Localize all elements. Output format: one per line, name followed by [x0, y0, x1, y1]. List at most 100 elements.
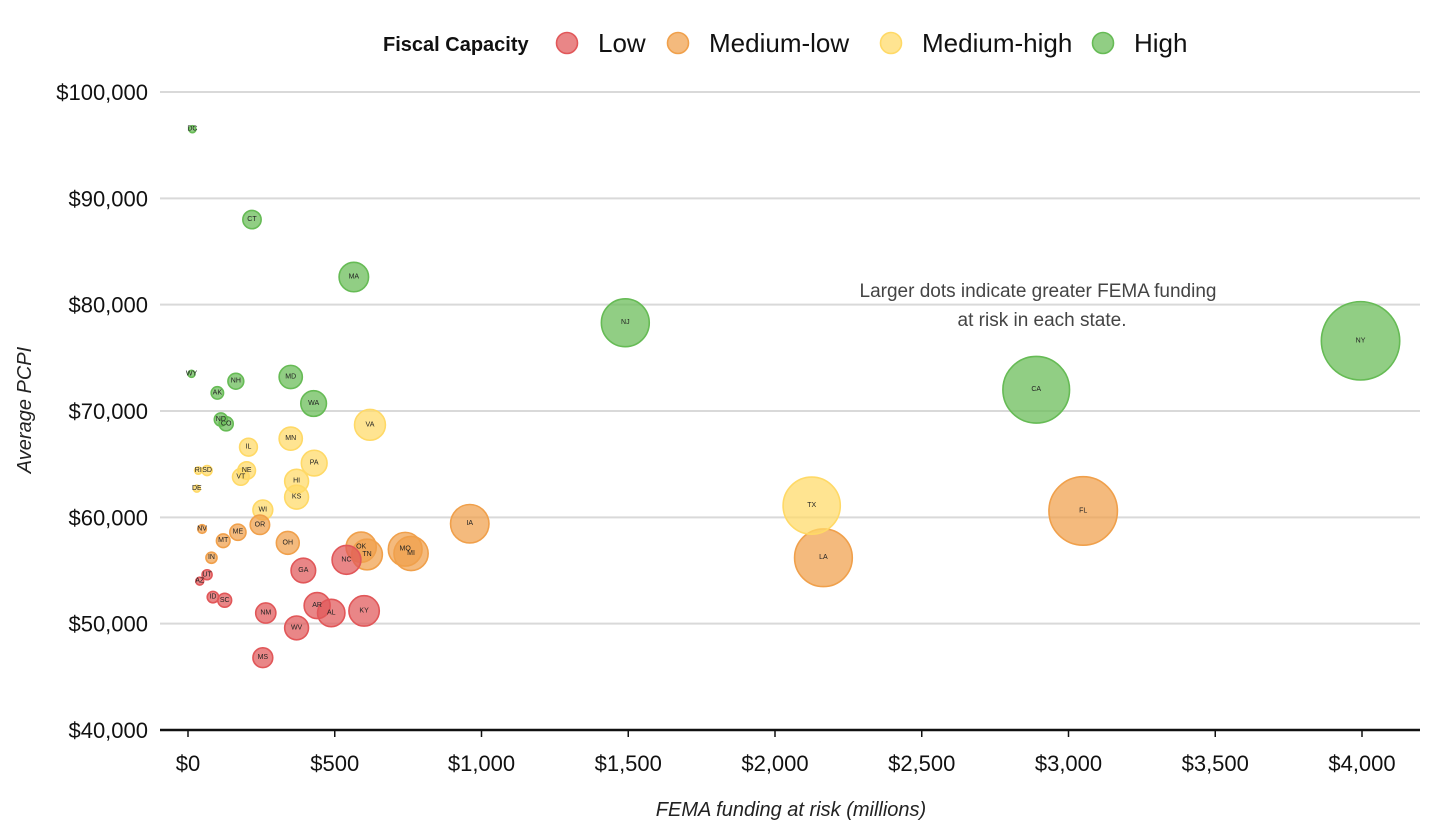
legend-title: Fiscal Capacity	[383, 34, 530, 56]
bubble-label-nc: NC	[341, 556, 351, 563]
bubble-mn	[278, 426, 304, 452]
y-tick-label: $90,000	[68, 186, 148, 211]
x-tick-label: $500	[310, 751, 359, 776]
bubble-label-ms: MS	[258, 654, 269, 661]
bubble-label-va: VA	[366, 421, 375, 428]
bubble-label-ny: NY	[1356, 337, 1366, 344]
bubble-label-ak: AK	[213, 389, 223, 396]
bubble-az	[195, 576, 205, 586]
bubble-label-mo: MO	[400, 546, 412, 553]
bubble-label-fl: FL	[1079, 507, 1087, 514]
bubble-label-wa: WA	[308, 400, 319, 407]
y-tick-label: $60,000	[68, 505, 148, 530]
bubble-label-me: ME	[233, 529, 244, 536]
bubble-ny	[1320, 300, 1401, 381]
bubble-nm	[254, 602, 277, 624]
bubble-nv	[196, 523, 208, 535]
x-axis-ticks: $0 $500 $1,000 $1,500 $2,000 $2,500 $3,000 $3,5…	[176, 730, 1396, 776]
bubble-label-md: MD	[285, 373, 296, 380]
bubble-label-mn: MN	[285, 435, 296, 442]
bubble-layer	[187, 124, 1401, 669]
annotation-line-1: Larger dots indicate greater FEMA fundin…	[860, 281, 1217, 302]
legend: Fiscal Capacity Low Medium-low Medium-high…	[383, 28, 1187, 58]
bubble-label-vt: VT	[236, 473, 246, 480]
bubble-label-id: ID	[209, 594, 216, 601]
bubble-label-tx: TX	[807, 502, 816, 509]
bubble-in	[205, 551, 218, 565]
bubble-label-sc: SC	[220, 597, 230, 604]
bubble-label-oh: OH	[283, 539, 294, 546]
bubble-id	[206, 590, 220, 604]
bubble-ar	[303, 591, 331, 620]
bubble-label-ar: AR	[312, 602, 322, 609]
bubble-fl	[1048, 475, 1119, 546]
bubble-label-ks: KS	[292, 494, 302, 501]
bubble-de	[192, 484, 202, 493]
bubble-label-ky: KY	[359, 607, 369, 614]
bubble-ca	[1002, 355, 1071, 424]
bubble-ak	[210, 385, 225, 400]
annotation-line-2: at risk in each state.	[958, 310, 1127, 331]
bubble-il	[238, 437, 259, 457]
bubble-ga	[290, 557, 317, 584]
bubble-ms	[252, 646, 274, 669]
bubble-label-wy: WY	[186, 370, 198, 377]
bubble-label-al: AL	[327, 610, 336, 617]
bubble-label-wi: WI	[259, 506, 268, 513]
bubble-md	[278, 364, 304, 390]
bubble-label-ma: MA	[349, 274, 360, 281]
bubble-label-ia: IA	[466, 520, 473, 527]
bubble-label-nh: NH	[231, 378, 241, 385]
bubble-me	[229, 523, 247, 542]
bubble-tx	[782, 476, 842, 536]
bubble-label-de: DE	[192, 485, 202, 492]
bubble-label-ut: UT	[202, 571, 212, 578]
x-tick-label: $3,500	[1182, 751, 1249, 776]
legend-swatch-medium-low	[666, 31, 690, 55]
legend-label-low: Low	[598, 28, 646, 58]
y-tick-label: $50,000	[68, 612, 148, 637]
bubble-label-ne: NE	[242, 467, 252, 474]
bubble-va	[353, 408, 387, 442]
bubble-label-nj: NJ	[621, 319, 630, 326]
x-tick-label: $1,500	[595, 751, 662, 776]
bubble-vt	[231, 467, 250, 487]
y-tick-label: $80,000	[68, 293, 148, 318]
bubble-ct	[242, 209, 262, 230]
bubble-dc	[188, 124, 197, 134]
bubble-label-dc: DC	[187, 126, 197, 133]
bubble-label-sd: SD	[202, 467, 212, 474]
legend-swatch-high	[1091, 31, 1115, 55]
legend-swatch-medium-high	[879, 31, 903, 55]
y-axis-ticks: $40,000 $50,000 $60,000 $70,000 $80,000 $90,0…	[56, 80, 148, 743]
bubble-ky	[348, 594, 381, 627]
bubble-label-tn: TN	[362, 551, 371, 558]
bubble-label-nd: ND	[216, 416, 226, 423]
bubble-label-ca: CA	[1031, 386, 1041, 393]
legend-label-medium-high: Medium-high	[922, 28, 1072, 58]
y-tick-label: $100,000	[56, 80, 148, 105]
bubble-label-ga: GA	[298, 567, 308, 574]
bubble-label-or: OR	[255, 521, 266, 528]
bubble-ia	[449, 503, 490, 544]
bubble-label-nv: NV	[197, 526, 207, 533]
x-axis-title: FEMA funding at risk (millions)	[656, 799, 926, 821]
legend-label-high: High	[1134, 28, 1187, 58]
bubble-label-hi: HI	[293, 478, 300, 485]
bubble-label-nm: NM	[260, 610, 271, 617]
bubble-mt	[215, 533, 231, 549]
bubble-ut	[201, 568, 213, 581]
x-tick-label: $0	[176, 751, 200, 776]
bubble-label-mt: MT	[218, 537, 229, 544]
bubble-nj	[600, 298, 651, 348]
x-tick-label: $2,500	[888, 751, 955, 776]
bubble-pa	[300, 449, 328, 477]
bubble-ma	[338, 261, 370, 293]
bubble-nh	[227, 372, 245, 390]
bubble-mo	[387, 531, 423, 567]
y-tick-label: $70,000	[68, 399, 148, 424]
bubble-label-ok: OK	[356, 544, 366, 551]
bubble-label-co: CO	[221, 420, 232, 427]
